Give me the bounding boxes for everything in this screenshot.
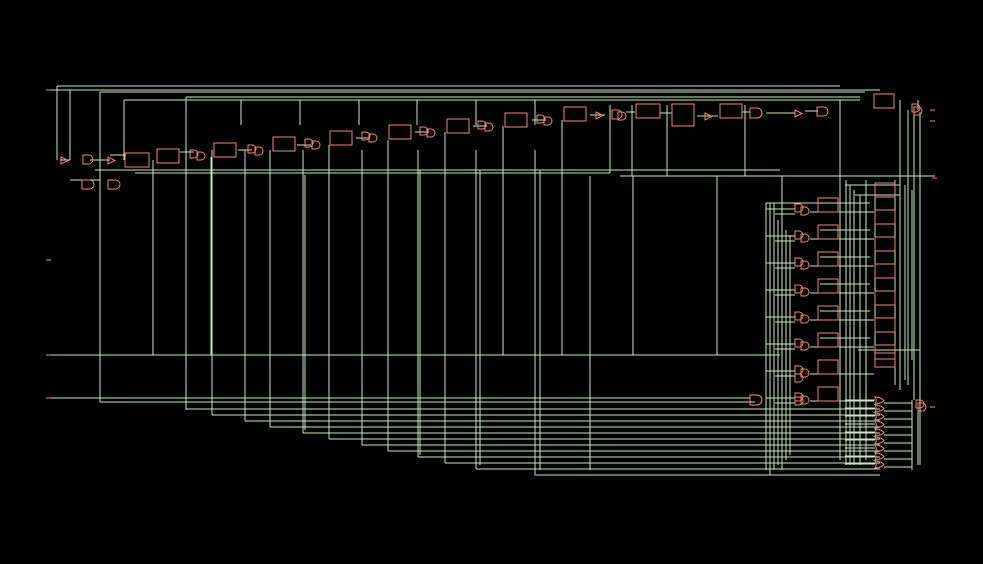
and-gate — [247, 144, 257, 154]
and-gate — [800, 368, 810, 378]
net-wires — [51, 85, 935, 476]
register-cell — [446, 118, 470, 134]
register-cell — [874, 209, 896, 225]
register-cell — [817, 359, 839, 375]
and-gate — [794, 373, 804, 383]
and-gate — [189, 149, 199, 159]
and-gate — [81, 179, 95, 190]
register-cell — [874, 236, 896, 252]
register-cell — [817, 305, 839, 321]
and-gate — [794, 338, 804, 348]
and-gate — [749, 107, 763, 119]
register-cell — [504, 112, 528, 128]
and-gate — [477, 120, 487, 130]
register-cell — [874, 182, 896, 198]
register-cell — [874, 352, 896, 368]
and-gate — [800, 260, 810, 270]
and-gate — [304, 138, 314, 148]
and-gate — [254, 146, 264, 156]
and-gate — [917, 402, 927, 412]
register-cell — [817, 224, 839, 240]
and-gate — [484, 122, 494, 132]
register-cell — [817, 278, 839, 294]
and-gate — [800, 314, 810, 324]
or-gate — [874, 460, 885, 469]
or-gate — [874, 444, 885, 453]
register-cell — [873, 93, 895, 109]
or-gate — [874, 420, 885, 429]
and-gate — [749, 394, 763, 406]
and-gate — [536, 114, 546, 124]
or-gate — [874, 404, 885, 413]
register-cell — [874, 317, 896, 333]
and-gate — [107, 179, 121, 190]
and-gate — [794, 284, 804, 294]
and-gate — [800, 233, 810, 243]
buffer-gate — [595, 111, 605, 120]
and-gate — [800, 341, 810, 351]
register-cell — [874, 344, 896, 360]
and-gate — [611, 109, 623, 120]
and-gate — [794, 311, 804, 321]
and-gate — [794, 392, 804, 402]
register-cell — [817, 332, 839, 348]
or-gate — [874, 428, 885, 437]
register-cell — [874, 263, 896, 279]
io-ports — [46, 89, 937, 408]
or-gate — [874, 436, 885, 445]
register-cell — [124, 152, 150, 168]
register-cell — [272, 136, 296, 152]
register-cell — [388, 124, 412, 140]
register-cell — [563, 106, 587, 122]
and-gate — [794, 257, 804, 267]
and-gate — [543, 116, 553, 126]
and-gate — [794, 203, 804, 213]
buffer-gate — [704, 112, 714, 121]
and-gate — [915, 399, 925, 409]
register-cell — [329, 130, 353, 146]
buffer-gate — [107, 156, 117, 165]
register-cell — [874, 290, 896, 306]
or-gate — [874, 452, 885, 461]
and-gate — [800, 395, 810, 405]
register-cell — [817, 197, 839, 213]
and-gate — [913, 106, 923, 116]
and-gate — [794, 230, 804, 240]
and-gate — [794, 396, 804, 406]
register-cell — [719, 103, 743, 119]
register-cell — [671, 103, 695, 127]
or-gate — [874, 396, 885, 405]
and-gate — [800, 287, 810, 297]
and-gate — [361, 131, 371, 141]
and-gate — [794, 365, 804, 375]
and-gate — [82, 154, 94, 165]
and-gate — [800, 206, 810, 216]
and-gate — [311, 140, 321, 150]
register-cell — [817, 386, 839, 402]
logic-cells — [60, 93, 927, 469]
and-gate — [368, 133, 378, 143]
register-cell — [817, 251, 839, 267]
and-gate — [816, 106, 829, 117]
and-gate — [911, 103, 921, 113]
or-gate — [874, 412, 885, 421]
and-gate — [419, 126, 429, 136]
register-cell — [635, 103, 661, 119]
register-cell — [213, 142, 237, 158]
and-gate — [426, 128, 436, 138]
and-gate — [196, 151, 206, 161]
and-gate — [617, 111, 627, 121]
register-cell — [156, 148, 180, 164]
buffer-gate — [794, 109, 804, 118]
buffer-gate — [60, 156, 70, 165]
